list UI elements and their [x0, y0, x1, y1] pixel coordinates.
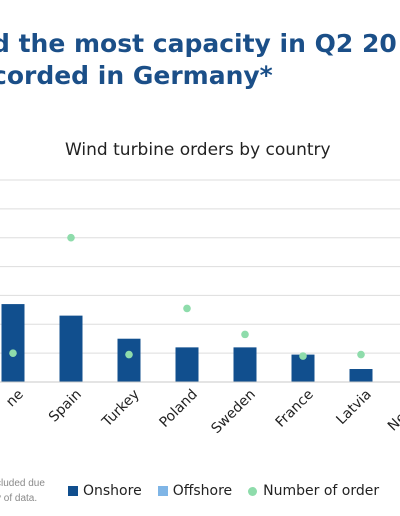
chart-legend: Onshore Offshore Number of order	[68, 483, 395, 499]
point-orders	[9, 349, 17, 357]
legend-item-orders: Number of order	[248, 483, 379, 499]
bar-onshore	[349, 369, 373, 382]
legend-item-offshore: Offshore	[157, 483, 233, 499]
x-tick-label: Netherl	[385, 387, 400, 435]
onshore-swatch	[68, 486, 78, 496]
footnote-line-2: y of data.	[0, 493, 38, 504]
point-orders	[241, 330, 249, 339]
legend-item-onshore: Onshore	[68, 483, 142, 499]
point-orders	[299, 352, 307, 360]
headline-line-1: d the most capacity in Q2 20	[0, 29, 397, 58]
footnote-line-1: cluded due	[0, 478, 45, 489]
bar-onshore	[233, 347, 257, 382]
offshore-swatch	[157, 486, 168, 496]
point-orders	[67, 233, 75, 242]
bar-onshore	[291, 354, 315, 382]
point-orders	[357, 350, 365, 359]
legend-label-offshore: Offshore	[172, 483, 233, 499]
x-tick-label: Spain	[46, 387, 85, 426]
bar-onshore	[117, 338, 141, 382]
x-tick-label: ne	[3, 387, 27, 411]
legend-label-orders: Number of order	[263, 483, 380, 499]
point-orders	[125, 350, 133, 359]
x-tick-label: Poland	[156, 387, 200, 431]
chart-title: Wind turbine orders by country	[65, 140, 331, 160]
x-tick-label: Latvia	[333, 387, 374, 428]
x-tick-label: Turkey	[99, 387, 143, 431]
headline-line-2: corded in Germany*	[0, 61, 273, 90]
orders-marker	[248, 486, 258, 496]
point-orders	[183, 304, 191, 313]
footnote: cluded due y of data.	[0, 476, 45, 506]
x-tick-label: France	[273, 387, 317, 431]
legend-label-onshore: Onshore	[83, 483, 142, 499]
bar-onshore	[175, 347, 199, 382]
bar-onshore	[1, 304, 25, 382]
bar-onshore	[59, 315, 83, 382]
x-tick-label: Sweden	[208, 387, 258, 437]
